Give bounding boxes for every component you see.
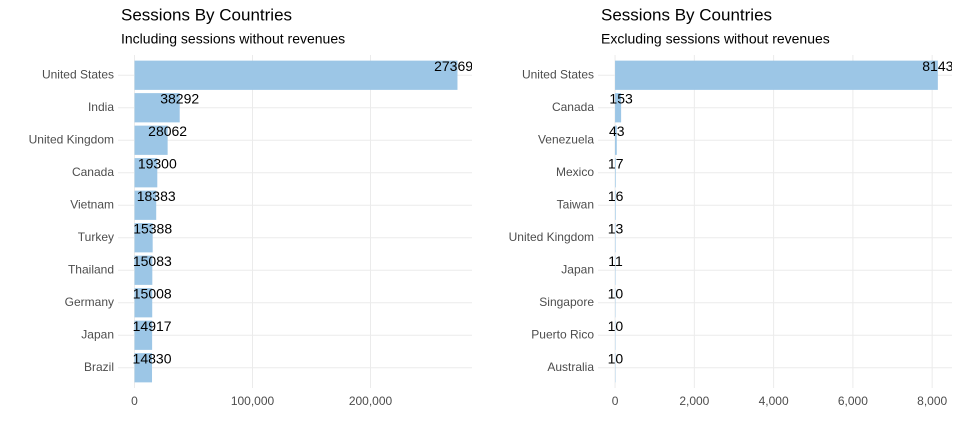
bar (134, 223, 153, 253)
x-tick-label: 0 (131, 394, 138, 408)
y-tick-label: Brazil (84, 360, 114, 374)
value-label: 11 (608, 253, 623, 269)
value-label: 153 (609, 90, 633, 106)
y-tick-label: United Kingdom (29, 132, 114, 146)
bar (615, 93, 622, 123)
y-tick-label: Taiwan (557, 197, 594, 211)
bar (615, 125, 617, 155)
y-tick-label: Australia (547, 360, 594, 374)
bar (134, 288, 153, 318)
value-label: 38292 (160, 90, 199, 106)
value-label: 14917 (133, 318, 172, 334)
value-label: 17 (608, 155, 624, 171)
value-label: 15388 (133, 220, 172, 236)
bar (615, 190, 616, 220)
chart-title: Sessions By Countries (121, 5, 292, 24)
value-label: 19300 (138, 155, 177, 171)
bar (134, 158, 158, 188)
bar (134, 190, 157, 220)
bar (134, 255, 153, 285)
bar (134, 320, 153, 350)
chart-subtitle: Including sessions without revenues (121, 31, 345, 47)
y-tick-label: Canada (552, 100, 594, 114)
bar (615, 158, 616, 188)
y-tick-label: Canada (72, 165, 114, 179)
y-tick-label: Venezuela (538, 132, 594, 146)
value-label: 16 (608, 188, 624, 204)
value-label: 10 (608, 285, 624, 301)
panel: Sessions By Countries Including sessions … (29, 5, 481, 408)
y-tick-label: United Kingdom (509, 230, 594, 244)
value-label: 273690 (434, 58, 481, 74)
value-label: 43 (609, 123, 625, 139)
value-label: 28062 (148, 123, 187, 139)
panel: Sessions By Countries Excluding sessions … (509, 5, 953, 408)
x-tick-label: 8,000 (917, 394, 947, 408)
bar (134, 125, 168, 155)
x-tick-label: 200,000 (349, 394, 393, 408)
x-tick-label: 2,000 (679, 394, 709, 408)
y-tick-label: United States (42, 67, 114, 81)
bar (134, 60, 458, 90)
y-tick-label: Turkey (78, 230, 114, 244)
bar (134, 93, 180, 123)
value-label: 14830 (133, 350, 172, 366)
value-label: 18383 (137, 188, 176, 204)
y-tick-label: Vietnam (70, 197, 114, 211)
y-tick-label: Japan (561, 262, 594, 276)
y-tick-label: India (88, 100, 114, 114)
y-tick-label: Germany (65, 295, 114, 309)
x-tick-label: 0 (612, 394, 619, 408)
plot-area: 273690 38292 28062 19300 18383 15388 15083 1500… (133, 58, 481, 383)
plot-area: 8143 153 43 17 16 13 11 10 10 10 (608, 58, 953, 383)
chart-subtitle: Excluding sessions without revenues (601, 31, 830, 47)
y-tick-label: United States (522, 67, 594, 81)
x-tick-label: 4,000 (759, 394, 789, 408)
y-tick-label: Japan (81, 327, 114, 341)
x-tick-label: 100,000 (231, 394, 275, 408)
y-tick-label: Singapore (539, 295, 594, 309)
bar (615, 60, 938, 90)
y-tick-label: Thailand (68, 262, 114, 276)
bar (134, 353, 153, 383)
value-label: 15008 (133, 285, 172, 301)
value-label: 13 (608, 220, 624, 236)
bar (615, 223, 616, 253)
value-label: 8143 (922, 58, 953, 74)
chart-title: Sessions By Countries (601, 5, 772, 24)
y-tick-label: Mexico (556, 165, 594, 179)
value-label: 15083 (133, 253, 172, 269)
value-label: 10 (608, 350, 624, 366)
x-tick-label: 6,000 (838, 394, 868, 408)
value-label: 10 (608, 318, 624, 334)
y-tick-label: Puerto Rico (531, 327, 594, 341)
